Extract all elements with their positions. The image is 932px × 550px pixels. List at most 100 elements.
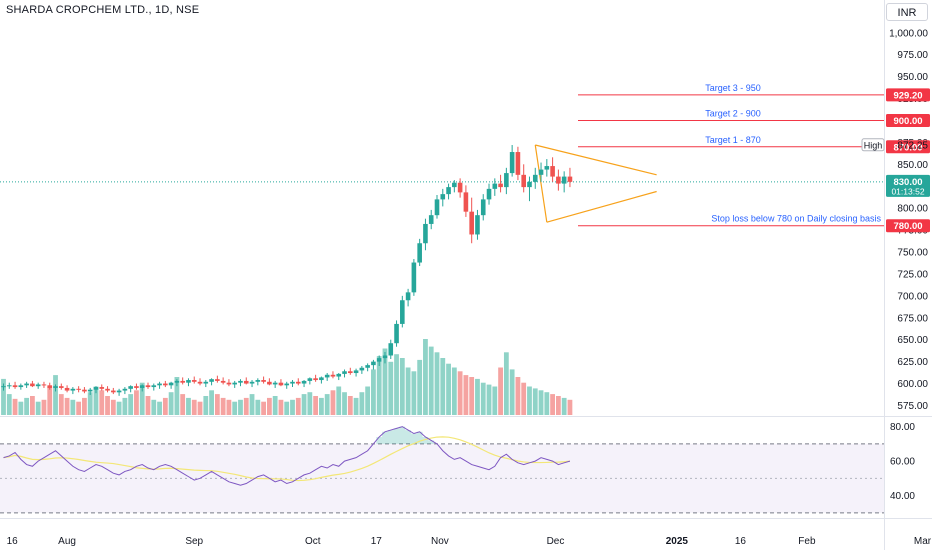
- candle-body: [284, 383, 290, 386]
- volume-bar: [423, 339, 428, 415]
- time-axis-label: 16: [735, 536, 747, 547]
- volume-bar: [272, 396, 278, 415]
- candle-body: [307, 378, 313, 381]
- target-annotation: Target 1 - 870: [705, 135, 761, 145]
- price-axis-tick: 675.00: [897, 313, 928, 324]
- currency-button[interactable]: INR: [886, 3, 928, 21]
- candle-body: [324, 374, 330, 378]
- volume-bar: [134, 390, 139, 415]
- volume-bar: [405, 367, 411, 415]
- candle-body: [515, 152, 521, 175]
- high-marker-value: 872.25: [897, 140, 928, 151]
- candle-body: [313, 378, 318, 381]
- candle-body: [191, 380, 197, 382]
- candle-body: [342, 371, 347, 374]
- volume-bar: [440, 358, 446, 415]
- candle-body: [567, 176, 573, 182]
- candle-body: [561, 176, 567, 184]
- candle-body: [394, 323, 399, 344]
- volume-bar: [30, 396, 35, 415]
- candle-body: [134, 386, 139, 388]
- candle-body: [492, 183, 498, 189]
- price-axis-tick: 650.00: [897, 335, 928, 346]
- high-marker-box: [861, 138, 885, 152]
- candle-body: [145, 385, 151, 388]
- candle-body: [400, 300, 405, 324]
- rsi-axis-tick: 40.00: [890, 491, 915, 502]
- volume-bar: [295, 397, 301, 415]
- candle-body: [411, 262, 417, 293]
- volume-bar: [503, 352, 509, 415]
- time-axis-label: Feb: [798, 536, 816, 547]
- volume-bar: [209, 390, 214, 415]
- candle-body: [371, 361, 376, 366]
- candle-body: [538, 169, 544, 175]
- candle-body: [105, 388, 110, 391]
- price-axis-tick: 725.00: [897, 269, 928, 280]
- candle-body: [226, 382, 232, 385]
- time-axis-label: 2025: [666, 536, 689, 547]
- candle-body: [440, 194, 446, 200]
- volume-bar: [544, 392, 550, 415]
- price-axis-tick: 975.00: [897, 50, 928, 61]
- candle-body: [405, 292, 411, 301]
- price-axis-tick: 950.00: [897, 72, 928, 83]
- volume-bar: [509, 369, 515, 415]
- candle-body: [53, 386, 58, 388]
- volume-bar: [58, 394, 64, 415]
- volume-bar: [567, 399, 573, 415]
- volume-bar: [498, 367, 503, 415]
- candle-body: [87, 389, 93, 392]
- volume-bar: [41, 399, 47, 415]
- candle-body: [186, 380, 191, 383]
- volume-bar: [151, 399, 157, 415]
- candle-body: [550, 166, 555, 177]
- volume-bar: [64, 397, 70, 415]
- volume-bar: [313, 396, 319, 415]
- volume-bar: [371, 369, 376, 415]
- candle-body: [59, 386, 64, 388]
- volume-bar: [319, 397, 324, 415]
- volume-bar: [324, 394, 330, 415]
- volume-bar: [330, 390, 336, 415]
- candle-body: [290, 381, 295, 384]
- volume-bar: [411, 371, 417, 415]
- candle-body: [359, 367, 365, 371]
- candle-body: [348, 371, 353, 374]
- volume-bar: [463, 375, 469, 415]
- time-axis-label: Sep: [185, 536, 203, 547]
- candle-body: [122, 388, 128, 391]
- volume-bar: [376, 356, 382, 415]
- volume-bar: [139, 382, 145, 415]
- candle-body: [76, 388, 81, 390]
- volume-bar: [232, 401, 238, 415]
- volume-bar: [394, 354, 399, 415]
- candle-body: [128, 386, 133, 389]
- candle-body: [111, 390, 116, 393]
- candle-body: [70, 388, 76, 391]
- volume-bar: [238, 399, 243, 415]
- candle-body: [232, 382, 237, 385]
- volume-bar: [284, 401, 290, 415]
- volume-bar: [301, 394, 307, 415]
- volume-bar: [475, 378, 480, 415]
- candle-body: [498, 183, 503, 188]
- candle-body: [93, 387, 99, 390]
- volume-bar: [521, 382, 527, 415]
- volume-bar: [538, 390, 544, 415]
- volume-bar: [527, 386, 532, 415]
- candle-body: [116, 390, 122, 393]
- volume-bar: [186, 397, 191, 415]
- candle-body: [376, 358, 382, 362]
- volume-bar: [24, 397, 30, 415]
- target-price-tag: [886, 140, 930, 154]
- volume-bar: [145, 396, 151, 415]
- time-axis-label: Oct: [305, 536, 321, 547]
- candle-body: [1, 386, 6, 388]
- candle-body: [174, 380, 180, 383]
- volume-bar: [197, 401, 203, 415]
- candle-body: [238, 380, 243, 383]
- candle-body: [6, 385, 12, 387]
- candle-body: [261, 380, 266, 382]
